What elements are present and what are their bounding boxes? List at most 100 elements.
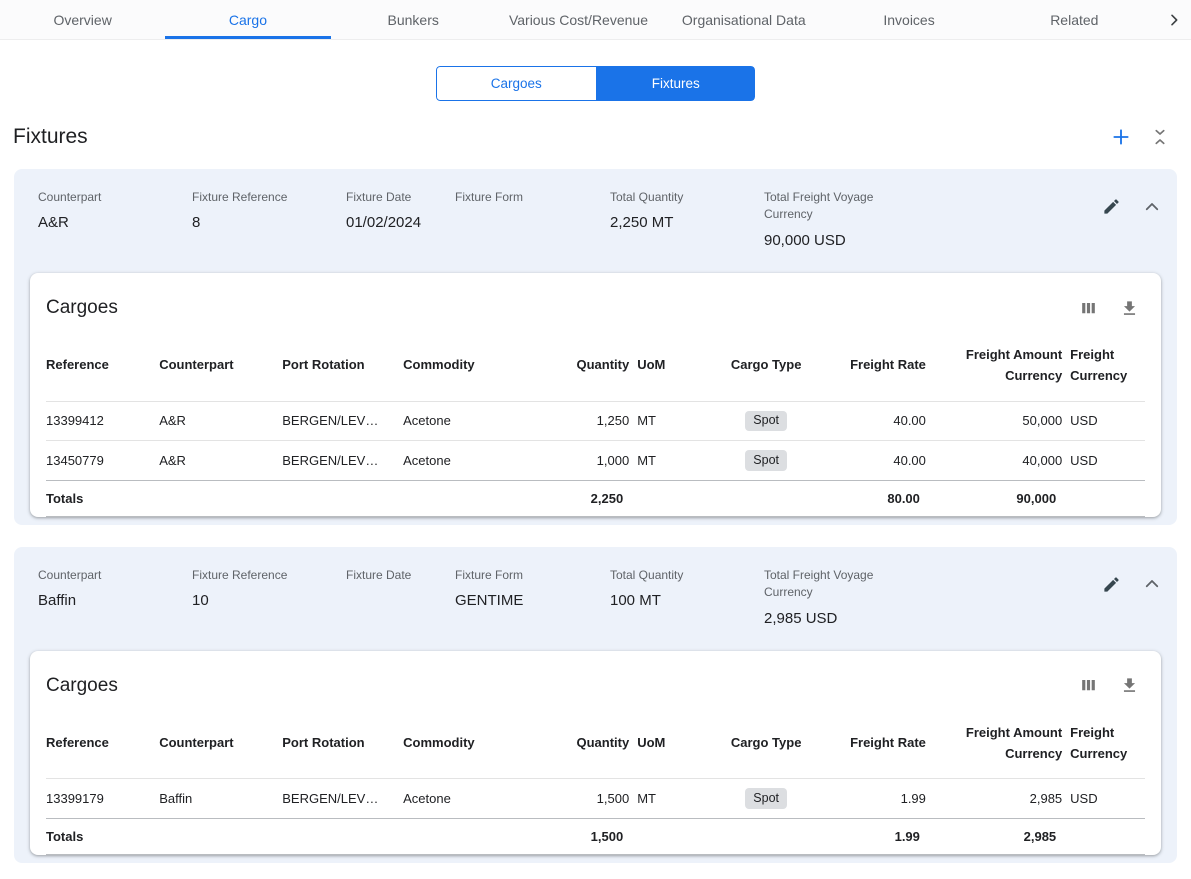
page-title: Fixtures [13, 125, 88, 149]
field-value: 2,250 MT [610, 213, 754, 233]
cell-quantity: 1,000 [549, 441, 637, 481]
collapse-fixture-button[interactable] [1143, 198, 1161, 216]
cell-port-rotation: BERGEN/LEV… [282, 441, 403, 481]
chevron-up-icon [1143, 198, 1161, 216]
cell-uom: MT [637, 401, 718, 441]
table-row[interactable]: 13450779 A&R BERGEN/LEV… Acetone 1,000 M… [46, 441, 1145, 481]
field-label: Fixture Form [455, 567, 587, 584]
column-header: Freight Currency [1070, 711, 1145, 779]
cargoes-table-card: Cargoes Ref [30, 651, 1161, 855]
column-settings-button[interactable] [1079, 676, 1098, 695]
cargoes-title: Cargoes [46, 297, 118, 319]
cell-quantity: 1,250 [549, 401, 637, 441]
field-value: 90,000 USD [764, 231, 954, 251]
tabs-overflow-button[interactable] [1157, 0, 1191, 39]
edit-fixture-button[interactable] [1102, 197, 1121, 216]
column-header: Reference [46, 711, 159, 779]
cell-uom: MT [637, 779, 718, 819]
column-header: Port Rotation [282, 333, 403, 401]
cell-freight-amount-currency: 2,985 [934, 779, 1070, 819]
totals-freight-amount-currency: 2,985 [934, 819, 1070, 855]
cell-commodity: Acetone [403, 401, 549, 441]
field-label: Fixture Reference [192, 567, 324, 584]
field-label: Fixture Form [455, 189, 587, 206]
tab-bunkers[interactable]: Bunkers [331, 0, 496, 39]
column-header: Counterpart [159, 333, 282, 401]
field-label: Counterpart [38, 189, 170, 206]
fixture-card: CounterpartA&R Fixture Reference8 Fixtur… [14, 169, 1177, 525]
collapse-fixture-button[interactable] [1143, 575, 1161, 593]
totals-label: Totals [46, 819, 159, 855]
cargo-type-badge: Spot [745, 788, 787, 809]
table-header-row: Reference Counterpart Port Rotation Comm… [46, 333, 1145, 401]
table-row[interactable]: 13399412 A&R BERGEN/LEV… Acetone 1,250 M… [46, 401, 1145, 441]
column-header: Freight Rate [822, 333, 934, 401]
tab-related[interactable]: Related [992, 0, 1157, 39]
column-header: Port Rotation [282, 711, 403, 779]
totals-freight-amount-currency: 90,000 [934, 480, 1070, 516]
download-icon [1120, 676, 1139, 695]
column-header: Freight Rate [822, 711, 934, 779]
add-fixture-button[interactable] [1111, 127, 1131, 147]
table-header-row: Reference Counterpart Port Rotation Comm… [46, 711, 1145, 779]
column-header: UoM [637, 711, 718, 779]
cell-port-rotation: BERGEN/LEV… [282, 779, 403, 819]
column-header: Cargo Type [719, 711, 822, 779]
pencil-icon [1102, 197, 1121, 216]
cargoes-table: Reference Counterpart Port Rotation Comm… [46, 711, 1145, 855]
cell-freight-amount-currency: 40,000 [934, 441, 1070, 481]
totals-quantity: 2,250 [549, 480, 637, 516]
collapse-all-button[interactable] [1151, 128, 1169, 146]
plus-icon [1111, 127, 1131, 147]
field-value: 01/02/2024 [346, 213, 445, 233]
cell-freight-currency: USD [1070, 441, 1145, 481]
cargo-type-badge: Spot [745, 411, 787, 432]
cell-freight-rate: 1.99 [822, 779, 934, 819]
fixture-card: CounterpartBaffin Fixture Reference10 Fi… [14, 547, 1177, 863]
tab-various-cost-revenue[interactable]: Various Cost/Revenue [496, 0, 661, 39]
cell-counterpart: A&R [159, 441, 282, 481]
totals-freight-rate: 1.99 [822, 819, 934, 855]
tab-invoices[interactable]: Invoices [826, 0, 991, 39]
field-label: Fixture Date [346, 567, 445, 584]
column-header: Quantity [549, 333, 637, 401]
cell-reference: 13399179 [46, 779, 159, 819]
download-icon [1120, 299, 1139, 318]
fixture-header-fields: CounterpartA&R Fixture Reference8 Fixtur… [30, 185, 1161, 257]
view-toggle-group: Cargoes Fixtures [0, 66, 1191, 101]
tab-cargo[interactable]: Cargo [165, 0, 330, 39]
cargo-type-badge: Spot [745, 450, 787, 471]
table-row[interactable]: 13399179 Baffin BERGEN/LEV… Acetone 1,50… [46, 779, 1145, 819]
totals-label: Totals [46, 480, 159, 516]
cell-cargo-type: Spot [719, 441, 822, 481]
cell-commodity: Acetone [403, 779, 549, 819]
toggle-cargoes-button[interactable]: Cargoes [436, 66, 597, 101]
cell-freight-rate: 40.00 [822, 401, 934, 441]
cell-reference: 13450779 [46, 441, 159, 481]
columns-icon [1079, 299, 1098, 318]
column-header: Freight Amount Currency [934, 711, 1070, 779]
tab-organisational-data[interactable]: Organisational Data [661, 0, 826, 39]
totals-row: Totals 2,250 80.00 90,000 [46, 480, 1145, 516]
totals-row: Totals 1,500 1.99 2,985 [46, 819, 1145, 855]
field-label: Total Freight Voyage Currency [764, 189, 896, 224]
column-settings-button[interactable] [1079, 299, 1098, 318]
edit-fixture-button[interactable] [1102, 575, 1121, 594]
field-label: Fixture Reference [192, 189, 324, 206]
cell-reference: 13399412 [46, 401, 159, 441]
cell-freight-rate: 40.00 [822, 441, 934, 481]
toggle-fixtures-button[interactable]: Fixtures [597, 66, 756, 101]
cell-commodity: Acetone [403, 441, 549, 481]
cargoes-table-card: Cargoes Ref [30, 273, 1161, 517]
download-button[interactable] [1120, 299, 1139, 318]
field-value: 2,985 USD [764, 609, 954, 629]
field-label: Total Quantity [610, 189, 742, 206]
field-value: GENTIME [455, 591, 600, 611]
download-button[interactable] [1120, 676, 1139, 695]
field-label: Total Quantity [610, 567, 742, 584]
cargoes-table: Reference Counterpart Port Rotation Comm… [46, 333, 1145, 517]
pencil-icon [1102, 575, 1121, 594]
column-header: Commodity [403, 711, 549, 779]
column-header: Commodity [403, 333, 549, 401]
tab-overview[interactable]: Overview [0, 0, 165, 39]
